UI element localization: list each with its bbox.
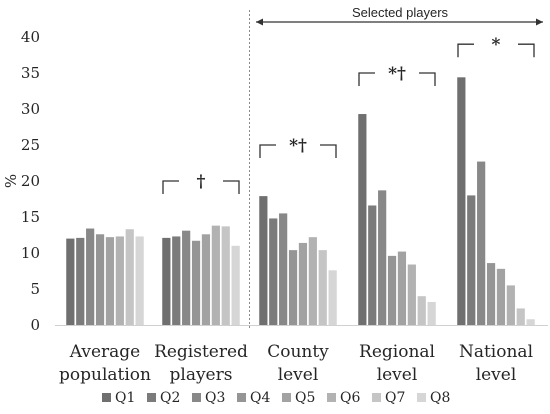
- bar-q3: [279, 213, 288, 325]
- bar-q1: [162, 237, 171, 325]
- bar-q4: [387, 255, 397, 325]
- bar-q1: [358, 114, 367, 325]
- bar-q8: [328, 270, 337, 325]
- legend-swatch-q5: [282, 393, 291, 402]
- legend-swatch-q8: [417, 393, 426, 402]
- legend-label-q3: Q3: [205, 390, 225, 406]
- bar-q7: [516, 308, 525, 325]
- category-label: National: [459, 342, 533, 362]
- category-label: County: [267, 342, 329, 362]
- legend-label-q8: Q8: [430, 390, 450, 406]
- legend-label-q7: Q7: [385, 390, 405, 406]
- bar-q2: [269, 218, 278, 325]
- group-label: Selected players: [352, 5, 449, 20]
- bar-q2: [172, 236, 181, 325]
- significance-bracket: [457, 43, 535, 58]
- legend-label-q1: Q1: [115, 390, 135, 406]
- bar-q8: [231, 245, 240, 325]
- y-tick-label: 25: [21, 136, 40, 154]
- bar-q7: [221, 226, 230, 325]
- bar-q6: [115, 236, 124, 325]
- y-tick-label: 10: [21, 244, 40, 262]
- bar-q4: [191, 240, 201, 325]
- legend-label-q5: Q5: [295, 390, 315, 406]
- y-tick-label: 20: [21, 172, 40, 190]
- bar-q2: [467, 195, 476, 325]
- bar-q1: [457, 77, 466, 325]
- bar-q6: [308, 237, 317, 325]
- bar-q8: [135, 236, 144, 325]
- category-label: Average: [69, 342, 140, 362]
- bars: [66, 77, 535, 325]
- bar-q6: [407, 264, 416, 325]
- significance-mark: *†: [388, 64, 406, 84]
- bar-q4: [95, 234, 105, 325]
- significance-bracket: [358, 72, 436, 86]
- legend-label-q2: Q2: [160, 390, 180, 406]
- bar-q8: [427, 301, 436, 325]
- category-label: level: [476, 365, 517, 385]
- bar-q8: [526, 319, 535, 325]
- y-tick-label: 35: [21, 64, 40, 82]
- legend-label-q6: Q6: [340, 390, 360, 406]
- category-label: level: [278, 365, 319, 385]
- bar-q3: [477, 161, 486, 325]
- bar-q7: [417, 296, 426, 325]
- legend-swatch-q4: [237, 393, 246, 402]
- y-axis: 0 5 10 15 20 25 30 35 40%: [2, 28, 548, 334]
- bar-q5: [496, 268, 506, 325]
- bar-q7: [125, 229, 134, 325]
- significance-bracket: [259, 144, 337, 158]
- legend-swatch-q2: [147, 393, 156, 402]
- significance-mark: *†: [289, 136, 307, 156]
- y-tick-label: 5: [30, 280, 40, 298]
- bar-q5: [397, 251, 407, 325]
- bar-q6: [506, 285, 515, 325]
- category-label: players: [170, 365, 233, 385]
- bar-q3: [86, 228, 95, 325]
- y-tick-label: 0: [30, 316, 40, 334]
- y-tick-label: 30: [21, 100, 40, 118]
- significance-mark: *: [492, 35, 501, 55]
- significance-annotations: † *† *† *: [162, 35, 535, 194]
- bar-q3: [378, 190, 387, 325]
- bar-q4: [486, 263, 496, 325]
- bar-q7: [318, 250, 327, 325]
- bar-q5: [201, 234, 211, 325]
- significance-mark: †: [197, 172, 206, 192]
- y-tick-label: 15: [21, 208, 40, 226]
- category-label: level: [377, 365, 418, 385]
- category-label: population: [59, 365, 151, 385]
- bar-q6: [211, 225, 220, 325]
- legend-swatch-q3: [192, 393, 201, 402]
- y-tick-label: 40: [21, 28, 40, 46]
- bar-q1: [259, 196, 268, 325]
- legend: Q1 Q2 Q3 Q4 Q5 Q6 Q7 Q8: [102, 390, 450, 406]
- legend-label-q4: Q4: [250, 390, 270, 406]
- bar-q3: [182, 230, 191, 325]
- bar-q5: [298, 242, 308, 325]
- y-axis-label: %: [2, 174, 20, 188]
- bar-q2: [368, 205, 377, 325]
- legend-swatch-q7: [372, 393, 381, 402]
- category-label: Registered: [154, 342, 248, 362]
- legend-swatch-q6: [327, 393, 336, 402]
- legend-swatch-q1: [102, 393, 111, 402]
- significance-bracket: [162, 180, 240, 194]
- arrow-head-right: [536, 18, 543, 26]
- bar-q1: [66, 238, 75, 325]
- category-label: Regional: [359, 342, 435, 362]
- arrow-head-left: [256, 18, 263, 26]
- bar-q5: [105, 237, 115, 325]
- bar-q4: [288, 250, 298, 325]
- bar-q2: [76, 237, 85, 325]
- selected-players-group: Selected players: [249, 5, 543, 330]
